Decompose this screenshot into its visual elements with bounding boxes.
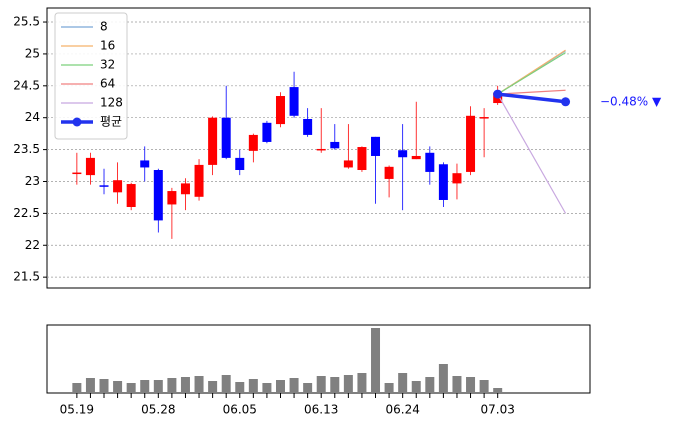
volume-bar (411, 381, 421, 393)
volume-bar (275, 380, 285, 393)
candle-body (479, 117, 489, 119)
candle-body (140, 160, 150, 168)
y-tick-label: 24 (25, 110, 40, 124)
candle-body (180, 183, 190, 195)
volume-bar (316, 376, 326, 393)
volume-bar (85, 378, 95, 393)
candle-body (235, 157, 245, 171)
candle-body (384, 166, 394, 179)
volume-bar (140, 380, 150, 393)
candle-body (262, 122, 272, 142)
y-tick-label: 24.5 (13, 78, 40, 92)
volume-bar (235, 382, 245, 393)
plot-frame (46, 7, 591, 289)
x-tick-label: 06.24 (385, 403, 419, 417)
candle-body (126, 184, 136, 207)
volume-bar (153, 380, 163, 393)
legend-marker (72, 117, 82, 127)
volume-bar (438, 364, 448, 393)
volume-bar (72, 383, 82, 393)
volume-bar (384, 383, 394, 393)
legend-label: 16 (100, 39, 115, 53)
candle-body (452, 173, 462, 184)
volume-bar (208, 381, 218, 393)
volume-bar (493, 388, 503, 393)
legend-label: 평균 (100, 115, 122, 129)
candle-body (221, 117, 231, 158)
projection-line (497, 93, 567, 214)
legend-label: 32 (100, 58, 115, 72)
y-tick-label: 23.5 (13, 142, 40, 156)
annotation: −0.48% ▼ (600, 95, 662, 109)
x-tick-label: 05.28 (141, 403, 175, 417)
volume-bar (303, 383, 313, 393)
candle-body (99, 185, 109, 187)
legend-label: 8 (100, 20, 108, 34)
volume-bar (167, 378, 177, 393)
volume-bar (248, 379, 258, 393)
volume-bar (194, 376, 204, 393)
volume-bar (452, 376, 462, 393)
y-tick-label: 22.5 (13, 206, 40, 220)
candle-body (167, 191, 177, 205)
volume-bar (262, 383, 272, 393)
volume-bar (330, 377, 340, 393)
candle-body (72, 172, 82, 175)
candle-body (208, 117, 218, 165)
candle-body (85, 157, 95, 176)
projection-line (497, 92, 566, 104)
volume-bar (371, 328, 381, 393)
volume-bar (113, 381, 123, 393)
y-tick-label: 25 (25, 46, 40, 60)
candle-body (153, 170, 163, 221)
volume-bar (357, 373, 367, 393)
volume-bar (343, 375, 353, 393)
candle-body (194, 164, 204, 197)
volume-bar (99, 379, 109, 393)
candle-body (343, 160, 353, 168)
volume-bar (425, 377, 435, 393)
volume-bar (398, 373, 408, 393)
y-tick-label: 21.5 (13, 270, 40, 284)
x-tick-label: 06.05 (223, 403, 257, 417)
candle-body (425, 152, 435, 172)
projection-line (497, 89, 566, 95)
legend-label: 128 (100, 96, 123, 110)
candle-body (438, 164, 448, 200)
legend-box (54, 12, 128, 140)
candle-body (248, 134, 258, 151)
volume-bar (180, 377, 190, 393)
y-tick-label: 22 (25, 238, 40, 252)
candle-body (275, 96, 285, 125)
candle-body (303, 118, 313, 135)
y-tick-label: 25.5 (13, 15, 40, 29)
projection-marker (561, 97, 571, 107)
x-tick-label: 06.13 (304, 403, 338, 417)
projection-marker (493, 89, 503, 99)
candle-body (398, 150, 408, 158)
candle-body (316, 148, 326, 151)
candle-body (357, 147, 367, 171)
y-tick-label: 23 (25, 174, 40, 188)
x-tick-label: 05.19 (60, 403, 94, 417)
volume-bar (479, 380, 489, 393)
volume-bar (126, 383, 136, 393)
candle-body (113, 180, 123, 193)
projection-line (497, 52, 566, 95)
candle-body (411, 155, 421, 160)
x-tick-label: 07.03 (481, 403, 515, 417)
volume-bar (221, 375, 231, 393)
candle-body (330, 141, 340, 149)
candle-body (466, 115, 476, 172)
volume-bar (466, 377, 476, 393)
volume-bar (289, 378, 299, 393)
candle-body (371, 136, 381, 156)
candle-body (289, 87, 299, 116)
legend-label: 64 (100, 77, 115, 91)
